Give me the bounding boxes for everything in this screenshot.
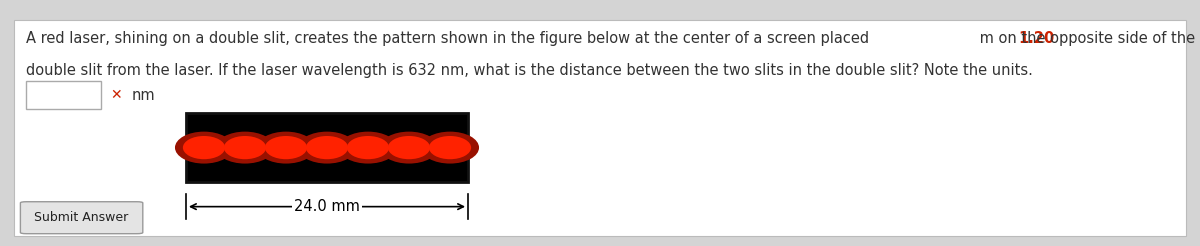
Ellipse shape <box>380 132 438 164</box>
Ellipse shape <box>257 132 316 164</box>
Ellipse shape <box>421 132 479 164</box>
Text: nm: nm <box>132 88 156 103</box>
Bar <box>26 81 101 109</box>
Ellipse shape <box>182 136 226 159</box>
Ellipse shape <box>306 136 348 159</box>
Ellipse shape <box>388 136 430 159</box>
Ellipse shape <box>298 132 356 164</box>
Text: 24.0 mm: 24.0 mm <box>294 199 360 214</box>
Bar <box>14 20 1186 236</box>
Text: ✕: ✕ <box>110 88 122 102</box>
Text: Submit Answer: Submit Answer <box>35 211 128 224</box>
FancyBboxPatch shape <box>20 202 143 234</box>
Ellipse shape <box>265 136 307 159</box>
Text: A red laser, shining on a double slit, creates the pattern shown in the figure b: A red laser, shining on a double slit, c… <box>26 31 874 46</box>
Ellipse shape <box>347 136 389 159</box>
Ellipse shape <box>216 132 274 164</box>
Text: double slit from the laser. If the laser wavelength is 632 nm, what is the dista: double slit from the laser. If the laser… <box>26 63 1033 77</box>
Text: m on the opposite side of the: m on the opposite side of the <box>976 31 1195 46</box>
Bar <box>186 113 468 182</box>
Text: 1.20: 1.20 <box>1019 31 1055 46</box>
Ellipse shape <box>338 132 397 164</box>
Ellipse shape <box>428 136 472 159</box>
Ellipse shape <box>175 132 233 164</box>
Ellipse shape <box>224 136 266 159</box>
